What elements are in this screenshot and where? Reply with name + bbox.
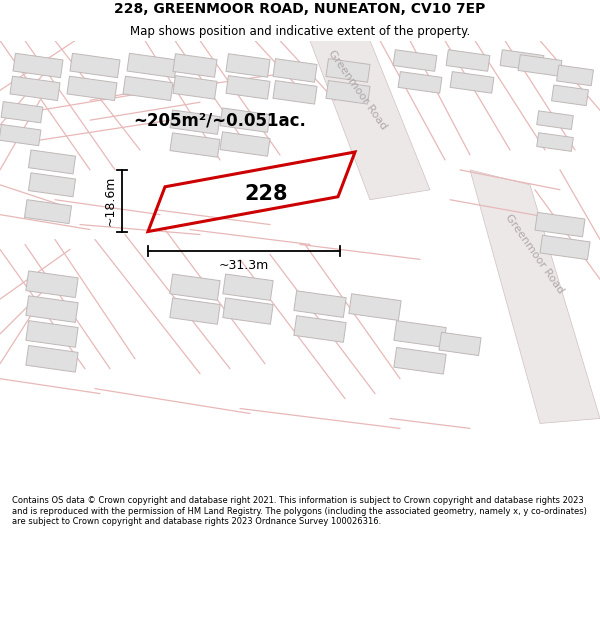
Polygon shape	[170, 274, 220, 301]
Polygon shape	[310, 41, 430, 200]
Polygon shape	[223, 298, 273, 324]
Polygon shape	[26, 296, 78, 322]
Polygon shape	[393, 50, 437, 71]
Polygon shape	[67, 76, 117, 101]
Polygon shape	[1, 102, 43, 123]
Text: Greenmoor Road: Greenmoor Road	[504, 213, 566, 296]
Polygon shape	[518, 55, 562, 76]
Polygon shape	[394, 348, 446, 374]
Text: 228, GREENMOOR ROAD, NUNEATON, CV10 7EP: 228, GREENMOOR ROAD, NUNEATON, CV10 7EP	[115, 2, 485, 16]
Polygon shape	[25, 199, 71, 224]
Polygon shape	[273, 59, 317, 82]
Polygon shape	[398, 72, 442, 93]
Polygon shape	[26, 271, 78, 298]
Polygon shape	[439, 332, 481, 356]
Polygon shape	[394, 321, 446, 348]
Polygon shape	[170, 298, 220, 324]
Text: Greenmoor Road: Greenmoor Road	[327, 49, 389, 132]
Text: 228: 228	[245, 184, 288, 204]
Polygon shape	[326, 81, 370, 104]
Polygon shape	[173, 54, 217, 78]
Polygon shape	[26, 346, 78, 372]
Polygon shape	[450, 72, 494, 93]
Polygon shape	[170, 133, 220, 158]
Polygon shape	[220, 132, 270, 156]
Polygon shape	[540, 235, 590, 259]
Polygon shape	[220, 108, 270, 132]
Polygon shape	[273, 81, 317, 104]
Polygon shape	[294, 316, 346, 342]
Polygon shape	[10, 76, 60, 101]
Polygon shape	[470, 170, 600, 424]
Polygon shape	[349, 294, 401, 321]
Polygon shape	[551, 85, 589, 106]
Polygon shape	[123, 76, 173, 101]
Polygon shape	[127, 53, 177, 78]
Polygon shape	[536, 132, 574, 151]
Polygon shape	[326, 59, 370, 82]
Text: ~18.6m: ~18.6m	[104, 176, 117, 226]
Polygon shape	[226, 76, 270, 99]
Polygon shape	[557, 65, 593, 86]
Polygon shape	[26, 321, 78, 348]
Polygon shape	[226, 54, 270, 78]
Text: Map shows position and indicative extent of the property.: Map shows position and indicative extent…	[130, 25, 470, 38]
Polygon shape	[28, 150, 76, 174]
Text: ~205m²/~0.051ac.: ~205m²/~0.051ac.	[134, 111, 307, 129]
Polygon shape	[500, 50, 544, 71]
Polygon shape	[28, 173, 76, 197]
Polygon shape	[535, 213, 585, 237]
Polygon shape	[294, 291, 346, 318]
Polygon shape	[536, 111, 574, 129]
Text: ~31.3m: ~31.3m	[219, 259, 269, 272]
Polygon shape	[70, 53, 120, 78]
Polygon shape	[173, 76, 217, 99]
Polygon shape	[170, 110, 220, 134]
Polygon shape	[446, 50, 490, 71]
Text: Contains OS data © Crown copyright and database right 2021. This information is : Contains OS data © Crown copyright and d…	[12, 496, 587, 526]
Polygon shape	[223, 274, 273, 301]
Polygon shape	[0, 124, 41, 146]
Polygon shape	[13, 53, 63, 78]
